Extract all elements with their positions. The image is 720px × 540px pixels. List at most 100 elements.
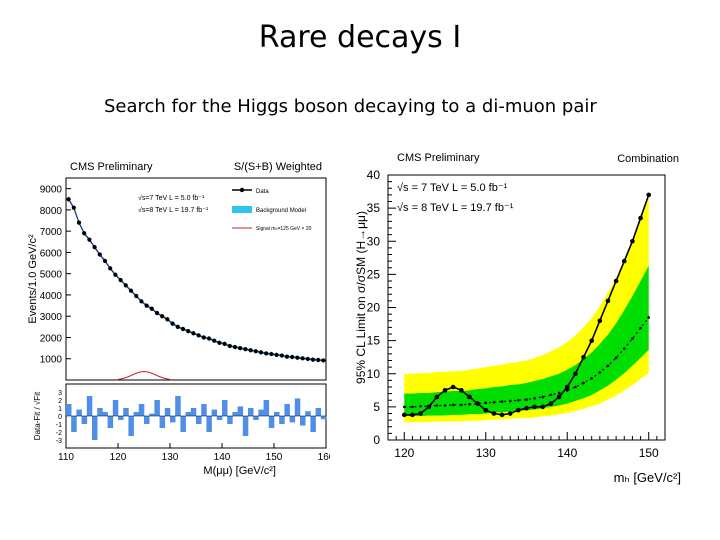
residual-bar <box>97 408 103 416</box>
data-point <box>321 358 326 363</box>
data-point <box>274 352 279 358</box>
observed-point <box>483 407 489 413</box>
legend-item-background: Background Model <box>256 208 306 214</box>
expected-point <box>508 399 512 403</box>
residual-bar <box>92 416 98 440</box>
expected-point <box>468 402 471 406</box>
x-tick-label: 150 <box>639 446 659 460</box>
x-tick-label: 160 <box>318 452 330 463</box>
y-tick-label: 1000 <box>40 355 63 366</box>
expected-point <box>631 337 634 340</box>
observed-point <box>418 411 423 416</box>
expected-point <box>500 400 504 403</box>
data-point <box>232 344 238 350</box>
residual-bar <box>76 409 82 416</box>
observed-point <box>401 412 407 418</box>
limit-chart: CMS Preliminary Combination 0 5 10 15 20 25 30 35… <box>354 152 681 485</box>
data-point <box>128 288 134 293</box>
data-point <box>227 343 232 349</box>
residual-bar <box>180 416 186 432</box>
data-point <box>108 266 113 271</box>
residual-bar <box>159 416 166 428</box>
observed-point <box>589 338 594 343</box>
observed-point <box>491 411 497 416</box>
data-point <box>180 326 186 332</box>
mass-spectrum-chart: CMS Preliminary S/(S+B) Weighted 1000 2000 3… <box>27 161 330 477</box>
y-tick-label: 6000 <box>40 248 63 259</box>
residual-bar <box>81 416 88 424</box>
x-tick-label: 120 <box>394 446 414 460</box>
data-point <box>82 231 87 236</box>
residual-bar <box>284 404 290 416</box>
data-point <box>201 335 206 340</box>
legend-energy-8: √s=8 TeV L = 19.7 fb⁻¹ <box>138 206 209 214</box>
expected-point <box>622 347 626 350</box>
residual-y-tick-label: 1 <box>58 406 62 413</box>
y-tick-label: 5000 <box>40 270 63 281</box>
observed-point <box>442 388 448 393</box>
residual-bar <box>144 416 150 424</box>
expected-point <box>460 403 463 407</box>
y-tick-label: 2000 <box>40 333 63 344</box>
observed-point <box>646 192 652 198</box>
data-point <box>76 220 82 225</box>
data-point <box>222 341 227 346</box>
y-tick-label: 9000 <box>40 185 63 196</box>
expected-point <box>557 391 561 395</box>
data-point <box>212 338 217 343</box>
residual-bar <box>274 412 280 416</box>
residual-bar <box>185 412 192 416</box>
observed-point <box>605 298 611 304</box>
residual-bar <box>310 416 316 432</box>
data-point <box>118 277 123 283</box>
observed-point <box>613 278 619 284</box>
data-point <box>113 272 118 277</box>
residual-bar <box>107 416 114 428</box>
expected-point <box>574 385 577 389</box>
residual-bar <box>289 416 296 423</box>
data-point <box>196 333 201 338</box>
residual-bar <box>201 404 207 416</box>
expected-point <box>411 405 414 409</box>
residual-bar <box>86 396 93 416</box>
data-point <box>279 353 284 358</box>
data-point <box>149 306 154 311</box>
y-axis-label: Events/1.0 GeV/c² <box>27 234 39 324</box>
residual-bar <box>118 416 124 420</box>
expected-point <box>451 403 455 407</box>
data-point <box>253 349 258 354</box>
residual-bar <box>253 416 259 420</box>
expected-point <box>443 404 447 407</box>
observed-point <box>499 412 505 418</box>
x-tick-label: 130 <box>162 452 179 463</box>
y-tick-label: 4000 <box>40 291 63 302</box>
observed-point <box>459 388 464 393</box>
data-point <box>243 347 248 352</box>
residual-bar <box>170 416 176 423</box>
data-point <box>160 314 165 319</box>
chart-header-left: CMS Preliminary <box>397 152 480 164</box>
observed-point <box>507 411 513 416</box>
background-model-band <box>68 197 324 362</box>
legend-energy-7: √s = 7 TeV L = 5.0 fb⁻¹ <box>397 182 508 194</box>
y-tick-label: 3000 <box>40 312 63 323</box>
data-point <box>248 348 253 353</box>
residual-bar <box>123 408 129 416</box>
legend-energy-8: √s = 8 TeV L = 19.7 fb⁻¹ <box>397 202 514 214</box>
main-panel-frame <box>65 177 327 381</box>
observed-point <box>475 401 480 406</box>
residual-bar <box>138 404 145 416</box>
y-axis-label: 95% CL Limit on σ/σSM (H→μμ) <box>354 211 368 384</box>
residual-bar <box>305 411 311 416</box>
expected-point <box>525 398 528 401</box>
y-tick-label: 35 <box>367 201 381 215</box>
data-point <box>206 336 212 341</box>
signal-curve <box>117 370 171 380</box>
expected-point <box>565 389 569 392</box>
residual-bar <box>263 400 270 416</box>
data-point <box>310 357 316 362</box>
legend-background-swatch <box>232 206 252 213</box>
x-tick-label: 110 <box>58 452 74 463</box>
observed-point <box>573 371 578 377</box>
residual-y-tick-label: 3 <box>58 390 62 397</box>
